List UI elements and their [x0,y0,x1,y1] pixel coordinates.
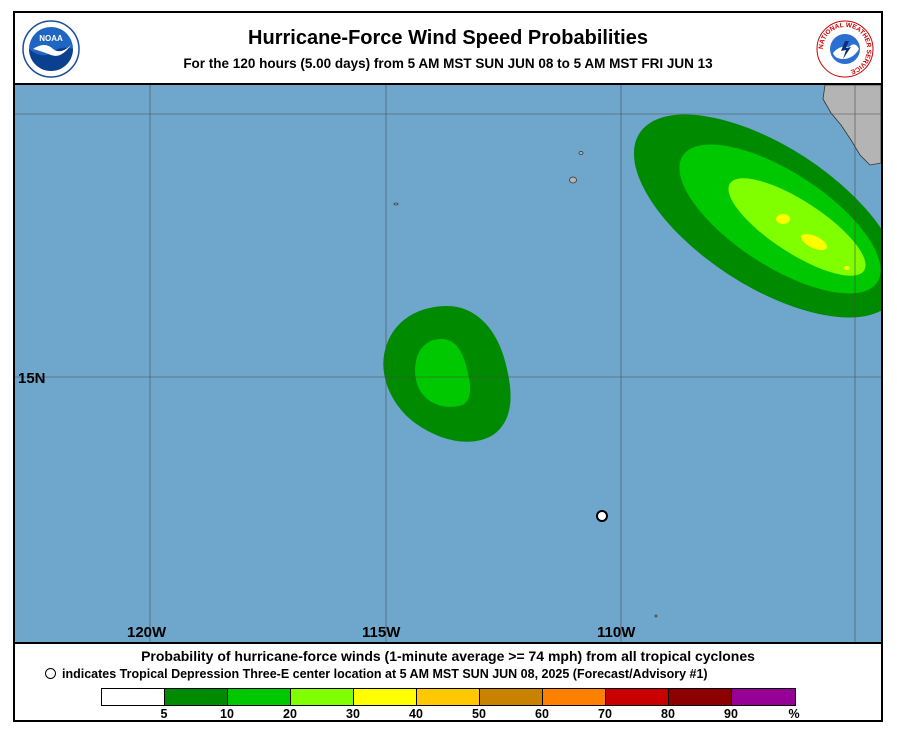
legend-swatch-4 [354,689,417,705]
legend-tick-label: 10 [220,707,234,721]
footer-storm-note-text: indicates Tropical Depression Three-E ce… [62,667,708,681]
island-4 [654,614,658,618]
legend-tick-label: 40 [409,707,423,721]
noaa-logo: NOAA [22,20,80,78]
footer: Probability of hurricane-force winds (1-… [15,644,881,721]
legend-swatch-8 [606,689,669,705]
noaa-logo-text: NOAA [39,34,63,43]
probability-area-central [383,305,511,442]
footer-storm-note: indicates Tropical Depression Three-E ce… [45,667,708,681]
legend-tick-label: 5 [160,707,168,721]
nws-logo: NATIONAL WEATHER SERVICE [816,20,874,78]
legend-swatch-2 [228,689,291,705]
lon-label-120w: 120W [127,624,167,641]
contour-30-40-b [801,233,827,251]
map-subtitle: For the 120 hours (5.00 days) from 5 AM … [183,56,713,71]
contour-10-20 [415,338,471,407]
lat-lon-grid [15,85,881,642]
island-2 [569,176,577,184]
map-area: 120W 115W 110W 15N [15,83,881,644]
legend-tick-label: 80 [661,707,675,721]
legend-tick-label: % [788,707,800,721]
legend-swatch-6 [480,689,543,705]
header: NOAA Hurricane-Force Wind Speed Probabil… [15,13,881,83]
lon-label-115w: 115W [362,624,401,641]
color-legend [101,688,796,706]
legend-swatch-3 [291,689,354,705]
map-title: Hurricane-Force Wind Speed Probabilities [248,27,648,49]
storm-center-marker [596,510,608,522]
legend-tick-label: 30 [346,707,360,721]
legend-tick-label: 90 [724,707,738,721]
legend-tick-label: 50 [472,707,486,721]
island-1 [578,151,584,155]
island-3 [393,202,399,206]
legend-swatch-0 [102,689,165,705]
legend-swatch-10 [732,689,795,705]
storm-center-symbol [45,668,56,679]
contour-20-30 [728,178,866,276]
contour-30-40-a [776,214,790,224]
probability-map: 120W 115W 110W 15N [15,85,881,642]
legend-swatch-7 [543,689,606,705]
legend-swatch-9 [669,689,732,705]
probability-area-eastern [633,114,881,318]
legend-swatch-1 [165,689,228,705]
legend-tick-label: 60 [535,707,549,721]
lon-label-110w: 110W [597,624,636,641]
legend-tick-label: 20 [283,707,297,721]
lat-label-15n: 15N [18,370,46,387]
legend-swatch-5 [417,689,480,705]
legend-tick-label: 70 [598,707,612,721]
graphic-frame: NOAA Hurricane-Force Wind Speed Probabil… [13,11,883,722]
footer-description: Probability of hurricane-force winds (1-… [141,648,755,664]
contour-30-40-c [844,266,850,270]
land-baja [822,85,881,166]
